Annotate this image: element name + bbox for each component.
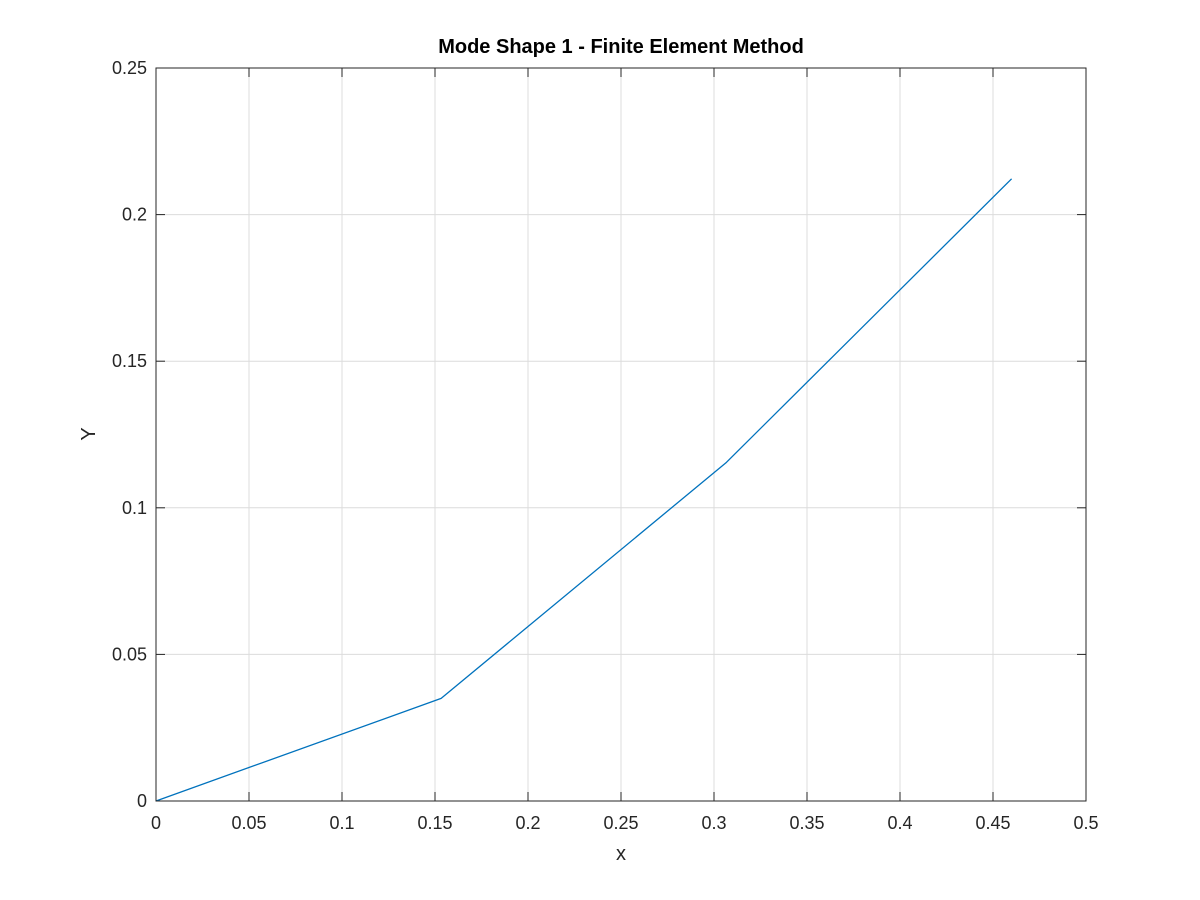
grid-lines [156,68,1086,801]
x-tick-label: 0.35 [789,813,824,833]
y-tick-label: 0.05 [112,644,147,664]
y-tick-label: 0.25 [112,58,147,78]
y-tick-label: 0.15 [112,351,147,371]
x-tick-label: 0.25 [603,813,638,833]
x-tick-label: 0.1 [329,813,354,833]
mode-shape-line [155,178,1013,802]
x-tick-labels: 0 0.05 0.1 0.15 0.2 0.25 0.3 0.35 0.4 0.45 0.5 [151,813,1099,833]
y-tick-label: 0.1 [122,498,147,518]
x-tick-label: 0 [151,813,161,833]
x-tick-label: 0.05 [231,813,266,833]
x-tick-label: 0.5 [1073,813,1098,833]
x-tick-label: 0.45 [975,813,1010,833]
tick-marks [155,67,1087,802]
x-axis-label: x [616,843,626,865]
y-tick-label: 0.2 [122,205,147,225]
y-tick-labels: 0 0.05 0.1 0.15 0.2 0.25 [112,58,147,811]
x-tick-label: 0.2 [515,813,540,833]
y-tick-label: 0 [137,791,147,811]
chart-title: Mode Shape 1 - Finite Element Method [438,36,804,58]
x-tick-label: 0.4 [887,813,912,833]
plot-series [155,178,1013,802]
y-axis-label: Y [78,427,100,440]
x-tick-label: 0.15 [417,813,452,833]
x-tick-label: 0.3 [701,813,726,833]
